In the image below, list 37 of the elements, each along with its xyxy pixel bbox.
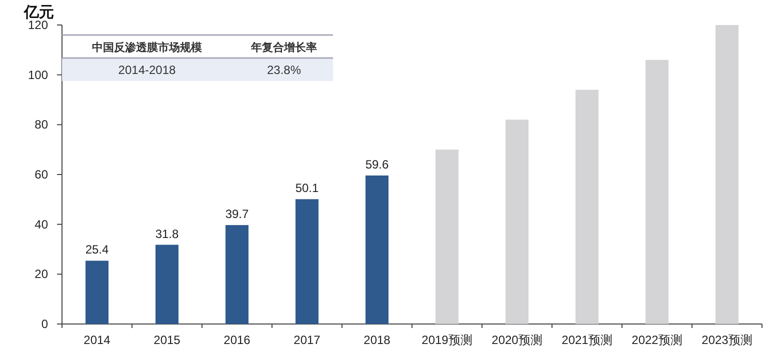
annotation: 2014-2018 <box>118 63 176 77</box>
x-tick-label: 2014 <box>84 333 111 347</box>
bar <box>436 150 458 324</box>
data-label: 50.1 <box>295 181 319 196</box>
data-label: 59.6 <box>365 157 389 172</box>
y-tick-label: 40 <box>34 217 48 232</box>
y-tick-label: 80 <box>34 118 48 132</box>
bar <box>366 175 388 324</box>
x-tick-label: 2023预测 <box>702 333 752 347</box>
y-tick-label: 0 <box>41 317 48 331</box>
data-label: 25.4 <box>85 242 109 257</box>
bar <box>506 120 528 324</box>
data-label: 39.7 <box>225 207 249 222</box>
x-tick-label: 2022预测 <box>632 333 682 347</box>
annotation: 23.8% <box>266 63 302 77</box>
annotation: 年复合增长率 <box>250 41 317 54</box>
bar <box>156 244 178 324</box>
bar <box>646 60 668 324</box>
bar <box>716 25 738 324</box>
annotation: 中国反渗透膜市场规模 <box>92 41 203 54</box>
y-tick-label: 100 <box>28 68 48 82</box>
x-tick-label: 2018 <box>364 333 391 347</box>
x-tick-label: 2021预测 <box>562 333 612 347</box>
bar <box>296 199 318 324</box>
y-tick-label: 60 <box>34 168 48 182</box>
bar <box>576 90 598 324</box>
x-tick-label: 2017 <box>294 333 321 347</box>
y-axis-title: 亿元 <box>23 4 54 21</box>
y-tick-label: 120 <box>28 18 48 32</box>
x-tick-label: 2020预测 <box>492 333 542 347</box>
y-tick-label: 20 <box>34 267 48 282</box>
x-tick-label: 2019预测 <box>422 333 472 347</box>
data-label: 31.8 <box>155 226 179 241</box>
x-tick-label: 2016 <box>224 333 251 347</box>
bar <box>86 260 108 324</box>
x-tick-label: 2015 <box>154 333 181 347</box>
bar <box>226 225 248 324</box>
